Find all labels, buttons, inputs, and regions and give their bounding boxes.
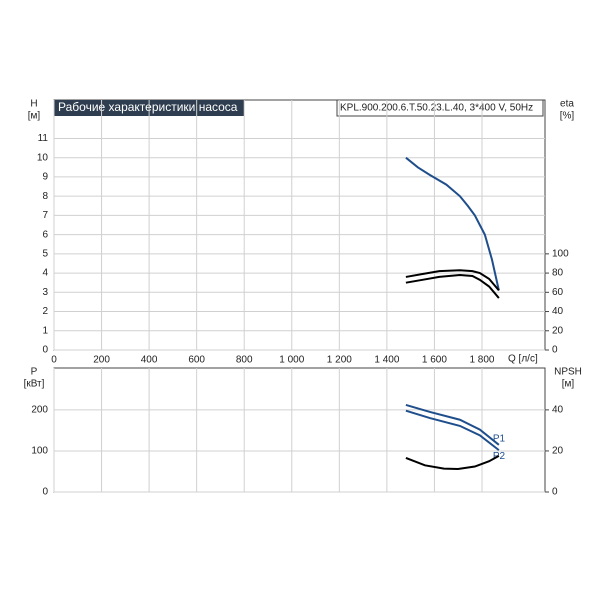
y-tick-label: 6 <box>42 229 48 240</box>
y2-tick-label: 0 <box>552 487 558 498</box>
y2-tick-label: 20 <box>552 325 564 336</box>
series-line <box>405 156 500 291</box>
series-line <box>405 403 500 446</box>
x-tick-label: 1 000 <box>279 355 304 366</box>
y2-label: NPSH <box>554 367 582 378</box>
y-tick-label: 200 <box>31 405 48 416</box>
series-line <box>405 454 500 471</box>
bottom-frame <box>53 367 546 493</box>
y-tick-label: 4 <box>42 268 48 279</box>
y2-tick-label: 40 <box>552 405 564 416</box>
y-tick-label: 9 <box>42 172 48 183</box>
y-label: P <box>31 367 38 378</box>
y-label: H <box>30 99 37 110</box>
x-tick-label: 400 <box>141 355 158 366</box>
y-tick-label: 0 <box>42 345 48 356</box>
y2-tick-label: 80 <box>552 268 564 279</box>
y-tick-label: 7 <box>42 210 48 221</box>
x-tick-label: 1 400 <box>374 355 399 366</box>
x-label: Q [л/с] <box>508 354 538 365</box>
x-tick-label: 200 <box>93 355 110 366</box>
x-tick-label: 600 <box>188 355 205 366</box>
x-tick-label: 800 <box>236 355 253 366</box>
y-tick-label: 5 <box>42 248 48 259</box>
series-line <box>405 273 500 299</box>
x-tick-label: 1 800 <box>469 355 494 366</box>
top-frame <box>53 99 546 351</box>
chart-title: Рабочие характеристики насоса <box>58 100 238 114</box>
y-tick-label: 3 <box>42 287 48 298</box>
series-line <box>405 409 500 451</box>
subtitle-box <box>336 99 544 117</box>
y2-unit: [м] <box>562 379 575 390</box>
series-line <box>405 269 500 292</box>
y-tick-label: 11 <box>38 133 49 144</box>
y-tick-label: 2 <box>42 306 48 317</box>
y2-unit: [%] <box>560 111 575 122</box>
chart-subtitle: KPL.900.200.6.T.50.23.L.40, 3*400 V, 50H… <box>340 103 533 114</box>
y2-label: eta <box>560 99 574 110</box>
y2-tick-label: 0 <box>552 345 558 356</box>
y2-tick-label: 60 <box>552 287 564 298</box>
y-unit: [кВт] <box>24 379 45 390</box>
y2-tick-label: 20 <box>552 446 564 457</box>
y2-tick-label: 100 <box>552 248 569 259</box>
x-tick-label: 1 200 <box>327 355 352 366</box>
series-label: P2 <box>493 451 506 462</box>
x-tick-label: 1 600 <box>422 355 447 366</box>
y-tick-label: 0 <box>42 487 48 498</box>
y-tick-label: 8 <box>42 191 48 202</box>
series-label: P1 <box>493 433 506 444</box>
y-tick-label: 10 <box>37 152 49 163</box>
y-tick-label: 100 <box>31 446 48 457</box>
x-tick-label: 0 <box>51 355 57 366</box>
y-unit: [м] <box>28 111 41 122</box>
y2-tick-label: 40 <box>552 306 564 317</box>
y-tick-label: 1 <box>42 325 48 336</box>
